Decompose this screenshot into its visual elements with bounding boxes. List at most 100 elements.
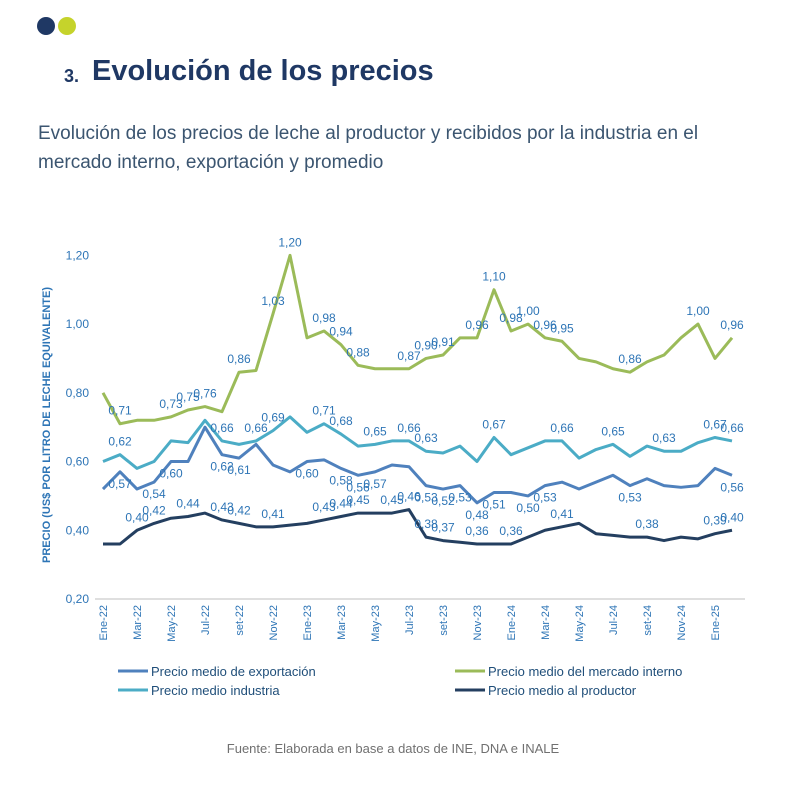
- data-label: 0,96: [465, 318, 489, 332]
- data-label: 0,57: [108, 477, 132, 491]
- data-label: 0,50: [516, 501, 540, 515]
- data-label: 0,62: [108, 435, 132, 449]
- data-label: 0,39: [703, 514, 727, 528]
- data-label: 0,67: [482, 417, 506, 431]
- x-tick-label: set-23: [438, 605, 450, 636]
- chart: PRECIO (US$ POR LITRO DE LECHE EQUIVALEN…: [41, 235, 745, 698]
- series-line: [102, 415, 733, 470]
- x-tick-label: Ene-22: [98, 605, 110, 640]
- data-label: 0,86: [227, 352, 251, 366]
- data-label: 0,54: [142, 487, 166, 501]
- series-line: [101, 425, 733, 505]
- data-label: 0,42: [142, 503, 166, 517]
- data-label: 0,42: [227, 503, 251, 517]
- data-label: 0,96: [720, 318, 744, 332]
- data-label: 0,56: [720, 480, 744, 494]
- data-label: 0,44: [329, 497, 353, 511]
- x-tick-label: Ene-23: [302, 605, 314, 640]
- data-label: 0,96: [533, 318, 557, 332]
- x-tick-label: Ene-24: [506, 605, 518, 640]
- subtitle: Evolución de los precios de leche al pro…: [38, 123, 699, 173]
- legend-label: Precio medio de exportación: [151, 664, 316, 679]
- data-label: 0,52: [431, 494, 455, 508]
- data-label: 0,69: [261, 411, 285, 425]
- data-label: 0,58: [329, 473, 353, 487]
- data-label: 0,98: [312, 311, 336, 325]
- dot: [37, 17, 55, 35]
- data-label: 0,63: [414, 431, 438, 445]
- data-label: 0,40: [125, 510, 149, 524]
- x-tick-label: Jul-24: [608, 605, 620, 635]
- y-tick-label: 0,80: [66, 386, 90, 400]
- legend-label: Precio medio industria: [151, 683, 280, 698]
- data-label: 0,61: [227, 463, 251, 477]
- data-label: 0,36: [499, 524, 523, 538]
- data-label: 0,44: [176, 497, 200, 511]
- data-label: 0,66: [550, 421, 574, 435]
- data-label: 0,68: [329, 414, 353, 428]
- data-label: 1,10: [482, 270, 506, 284]
- x-tick-label: set-24: [642, 605, 654, 636]
- data-label: 0,91: [431, 335, 455, 349]
- data-label: 0,66: [397, 421, 421, 435]
- data-label: 0,88: [346, 345, 370, 359]
- data-label: 0,71: [312, 404, 336, 418]
- data-label: 0,43: [210, 500, 234, 514]
- data-label: 0,53: [618, 491, 642, 505]
- series-line: [101, 253, 734, 426]
- x-tick-label: Jul-23: [404, 605, 416, 635]
- dot: [58, 17, 76, 35]
- legend-label: Precio medio al productor: [488, 683, 637, 698]
- x-tick-label: Nov-22: [268, 605, 280, 640]
- x-tick-label: Jul-22: [200, 605, 212, 635]
- title: Evolución de los precios: [92, 55, 434, 87]
- data-label: 0,48: [465, 508, 489, 522]
- data-label: 0,94: [329, 325, 353, 339]
- data-label: 0,45: [346, 493, 370, 507]
- data-label: 0,41: [261, 507, 285, 521]
- data-label: 0,53: [448, 491, 472, 505]
- x-tick-label: May-23: [370, 605, 382, 642]
- x-tick-label: Nov-24: [676, 605, 688, 640]
- data-label: 0,75: [176, 390, 200, 404]
- data-label: 0,90: [414, 338, 438, 352]
- y-tick-label: 1,00: [66, 317, 90, 331]
- data-label: 0,51: [482, 497, 506, 511]
- section-number: 3.: [64, 66, 80, 86]
- data-label: 0,71: [108, 404, 132, 418]
- data-label: 0,41: [550, 507, 574, 521]
- y-tick-label: 0,60: [66, 455, 90, 469]
- x-tick-label: May-22: [166, 605, 178, 642]
- data-label: 0,60: [295, 467, 319, 481]
- data-label: 0,66: [720, 421, 744, 435]
- data-label: 0,56: [346, 480, 370, 494]
- data-label: 0,60: [159, 467, 183, 481]
- data-label: 0,46: [397, 490, 421, 504]
- data-label: 1,03: [261, 294, 285, 308]
- data-label: 0,87: [397, 349, 421, 363]
- source: Fuente: Elaborada en base a datos de INE…: [226, 741, 560, 756]
- y-axis-title: PRECIO (US$ POR LITRO DE LECHE EQUIVALEN…: [41, 287, 53, 563]
- y-tick-label: 0,40: [66, 523, 90, 537]
- data-label: 0,63: [652, 431, 676, 445]
- legend-label: Precio medio del mercado interno: [488, 664, 682, 679]
- data-label: 0,86: [618, 352, 642, 366]
- data-label: 0,43: [312, 500, 336, 514]
- data-label: 0,40: [720, 510, 744, 524]
- x-tick-label: Ene-25: [710, 605, 722, 640]
- data-label: 0,73: [159, 397, 183, 411]
- data-label: 0,38: [414, 517, 438, 531]
- data-label: 0,65: [601, 424, 625, 438]
- data-label: 0,53: [533, 491, 557, 505]
- data-label: 0,36: [465, 524, 489, 538]
- data-label: 1,00: [686, 304, 710, 318]
- data-label: 0,57: [363, 477, 387, 491]
- x-tick-label: set-22: [234, 605, 246, 636]
- data-label: 0,66: [244, 421, 268, 435]
- data-label: 1,00: [516, 304, 540, 318]
- data-label: 0,76: [193, 387, 217, 401]
- series-line: [103, 508, 733, 546]
- data-label: 0,37: [431, 521, 455, 535]
- x-tick-label: Mar-22: [132, 605, 144, 640]
